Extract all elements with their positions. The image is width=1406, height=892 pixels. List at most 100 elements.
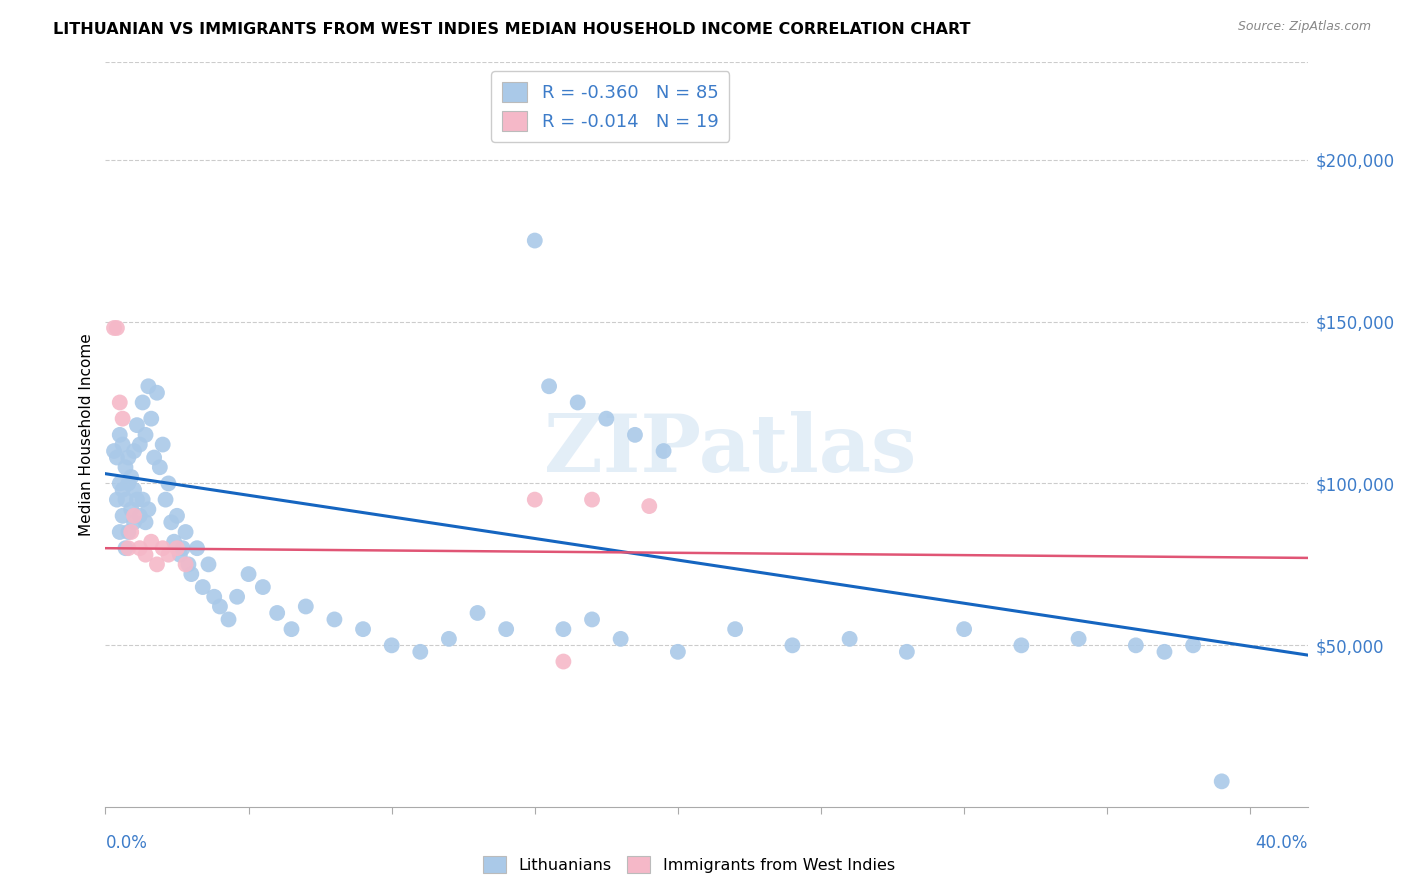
- Point: [114, 460, 136, 475]
- Point: [1125, 638, 1147, 652]
- Point: [177, 558, 200, 572]
- Legend: R = -0.360   N = 85, R = -0.014   N = 19: R = -0.360 N = 85, R = -0.014 N = 19: [491, 71, 730, 142]
- Point: [131, 492, 153, 507]
- Point: [724, 622, 747, 636]
- Point: [103, 321, 125, 335]
- Point: [125, 418, 148, 433]
- Point: [114, 492, 136, 507]
- Point: [437, 632, 460, 646]
- Point: [218, 612, 240, 626]
- Point: [174, 558, 197, 572]
- Point: [1067, 632, 1090, 646]
- Point: [172, 541, 194, 556]
- Point: [128, 541, 150, 556]
- Point: [191, 580, 214, 594]
- Point: [266, 606, 288, 620]
- Point: [138, 502, 160, 516]
- Point: [467, 606, 489, 620]
- Point: [409, 645, 432, 659]
- Point: [624, 428, 647, 442]
- Point: [122, 516, 145, 530]
- Point: [138, 379, 160, 393]
- Point: [523, 234, 546, 248]
- Point: [157, 548, 180, 562]
- Point: [135, 548, 157, 562]
- Point: [108, 476, 131, 491]
- Point: [120, 502, 142, 516]
- Text: LITHUANIAN VS IMMIGRANTS FROM WEST INDIES MEDIAN HOUSEHOLD INCOME CORRELATION CH: LITHUANIAN VS IMMIGRANTS FROM WEST INDIE…: [53, 22, 972, 37]
- Point: [111, 508, 134, 523]
- Point: [295, 599, 318, 614]
- Point: [149, 460, 172, 475]
- Point: [166, 541, 188, 556]
- Point: [226, 590, 249, 604]
- Point: [495, 622, 517, 636]
- Point: [117, 524, 139, 539]
- Point: [103, 444, 125, 458]
- Point: [595, 411, 617, 425]
- Point: [152, 437, 174, 451]
- Text: 0.0%: 0.0%: [105, 834, 148, 852]
- Point: [953, 622, 976, 636]
- Point: [652, 444, 675, 458]
- Y-axis label: Median Household Income: Median Household Income: [79, 334, 94, 536]
- Point: [666, 645, 689, 659]
- Point: [208, 599, 231, 614]
- Point: [155, 492, 177, 507]
- Point: [169, 548, 191, 562]
- Point: [114, 541, 136, 556]
- Point: [111, 483, 134, 497]
- Point: [131, 395, 153, 409]
- Point: [782, 638, 804, 652]
- Point: [838, 632, 860, 646]
- Point: [1182, 638, 1205, 652]
- Point: [105, 321, 128, 335]
- Point: [523, 492, 546, 507]
- Point: [146, 385, 169, 400]
- Point: [108, 524, 131, 539]
- Point: [108, 428, 131, 442]
- Point: [252, 580, 274, 594]
- Point: [896, 645, 918, 659]
- Point: [141, 411, 163, 425]
- Point: [238, 567, 260, 582]
- Point: [111, 411, 134, 425]
- Point: [117, 450, 139, 465]
- Point: [117, 541, 139, 556]
- Point: [1211, 774, 1233, 789]
- Point: [553, 622, 575, 636]
- Point: [567, 395, 589, 409]
- Point: [128, 508, 150, 523]
- Point: [152, 541, 174, 556]
- Point: [141, 534, 163, 549]
- Point: [157, 476, 180, 491]
- Text: 40.0%: 40.0%: [1256, 834, 1308, 852]
- Point: [163, 534, 186, 549]
- Point: [128, 437, 150, 451]
- Point: [581, 492, 603, 507]
- Point: [180, 567, 202, 582]
- Point: [105, 450, 128, 465]
- Point: [122, 483, 145, 497]
- Point: [323, 612, 346, 626]
- Point: [186, 541, 208, 556]
- Point: [135, 428, 157, 442]
- Text: ZIPatlas: ZIPatlas: [544, 410, 917, 489]
- Text: Source: ZipAtlas.com: Source: ZipAtlas.com: [1237, 20, 1371, 33]
- Point: [146, 558, 169, 572]
- Point: [120, 524, 142, 539]
- Point: [125, 492, 148, 507]
- Point: [120, 470, 142, 484]
- Point: [280, 622, 302, 636]
- Point: [143, 450, 166, 465]
- Point: [553, 655, 575, 669]
- Point: [202, 590, 225, 604]
- Point: [122, 508, 145, 523]
- Point: [122, 444, 145, 458]
- Point: [166, 508, 188, 523]
- Point: [117, 476, 139, 491]
- Point: [108, 395, 131, 409]
- Point: [197, 558, 219, 572]
- Point: [105, 492, 128, 507]
- Point: [174, 524, 197, 539]
